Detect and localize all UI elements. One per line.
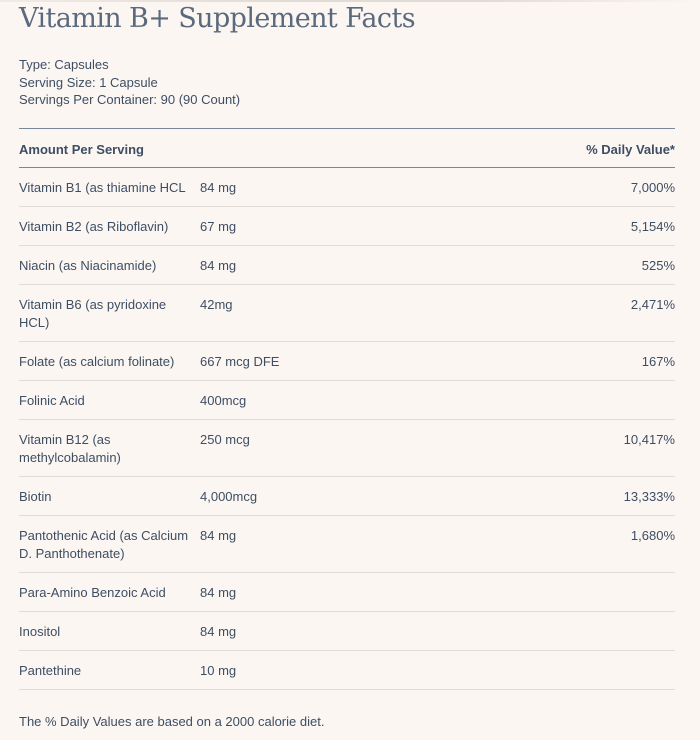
amount-per-serving-header: Amount Per Serving	[19, 142, 144, 157]
table-header: Amount Per Serving % Daily Value*	[19, 128, 675, 168]
nutrient-daily-value: 7,000%	[630, 180, 675, 195]
nutrient-daily-value: 167%	[641, 354, 675, 369]
nutrient-name: Vitamin B2 (as Riboflavin)	[19, 219, 169, 234]
nutrient-amount: 42mg	[200, 297, 233, 312]
type-line: Type: Capsules	[19, 57, 109, 72]
nutrient-amount: 4,000mcg	[200, 489, 258, 504]
nutrient-name: Pantethine	[19, 663, 82, 678]
nutrient-name: Vitamin B1 (as thiamine HCL	[19, 180, 186, 195]
servings-per-container-line: Servings Per Container: 90 (90 Count)	[19, 92, 241, 107]
table-row: Biotin 4,000mcg 13,333%	[19, 477, 675, 516]
page-title: Vitamin B+ Supplement Facts	[19, 3, 416, 34]
nutrient-amount: 10 mg	[200, 663, 237, 678]
nutrient-name: Vitamin B12 (as methylcobalamin)	[19, 432, 121, 465]
nutrient-daily-value: 10,417%	[623, 432, 675, 447]
table-row: Folate (as calcium folinate) 667 mcg DFE…	[19, 342, 675, 381]
nutrient-name: Biotin	[19, 489, 52, 504]
table-row: Vitamin B1 (as thiamine HCL 84 mg 7,000%	[19, 168, 675, 207]
nutrient-daily-value: 2,471%	[630, 297, 675, 312]
nutrient-amount: 84 mg	[200, 528, 237, 543]
nutrient-name: Inositol	[19, 624, 61, 639]
nutrient-name: Folinic Acid	[19, 393, 85, 408]
table-row: Pantothenic Acid (as Calcium D. Panthoth…	[19, 516, 675, 573]
serving-size-line: Serving Size: 1 Capsule	[19, 74, 158, 90]
nutrient-amount: 84 mg	[200, 180, 237, 195]
daily-value-footnote: The % Daily Values are based on a 2000 c…	[19, 714, 325, 729]
supplement-facts-table: Amount Per Serving % Daily Value* Vitami…	[19, 128, 675, 690]
nutrient-amount: 84 mg	[200, 585, 237, 600]
table-row: Inositol 84 mg	[19, 612, 675, 651]
table-row: Pantethine 10 mg	[19, 651, 675, 690]
nutrient-name: Folate (as calcium folinate)	[19, 354, 175, 369]
nutrient-name: Para-Amino Benzoic Acid	[19, 585, 166, 600]
nutrient-amount: 250 mcg	[200, 432, 250, 447]
table-row: Folinic Acid 400mcg	[19, 381, 675, 420]
table-row: Vitamin B6 (as pyridoxine HCL) 42mg 2,47…	[19, 285, 675, 342]
nutrient-amount: 84 mg	[200, 258, 237, 273]
nutrient-daily-value: 525%	[641, 258, 675, 273]
nutrient-amount: 67 mg	[200, 219, 237, 234]
nutrient-name: Niacin (as Niacinamide)	[19, 258, 157, 273]
top-edge-shadow	[0, 0, 700, 2]
product-meta: Type: Capsules Serving Size: 1 Capsule S…	[19, 56, 240, 109]
nutrient-amount: 400mcg	[200, 393, 247, 408]
daily-value-header: % Daily Value*	[586, 142, 675, 157]
nutrient-name: Pantothenic Acid (as Calcium D. Panthoth…	[19, 528, 189, 561]
nutrient-daily-value: 13,333%	[623, 489, 675, 504]
nutrient-daily-value: 1,680%	[630, 528, 675, 543]
nutrient-daily-value: 5,154%	[630, 219, 675, 234]
nutrient-amount: 84 mg	[200, 624, 237, 639]
nutrient-amount: 667 mcg DFE	[200, 354, 280, 369]
table-row: Vitamin B2 (as Riboflavin) 67 mg 5,154%	[19, 207, 675, 246]
table-row: Para-Amino Benzoic Acid 84 mg	[19, 573, 675, 612]
table-row: Vitamin B12 (as methylcobalamin) 250 mcg…	[19, 420, 675, 477]
nutrient-name: Vitamin B6 (as pyridoxine HCL)	[19, 297, 167, 330]
table-row: Niacin (as Niacinamide) 84 mg 525%	[19, 246, 675, 285]
